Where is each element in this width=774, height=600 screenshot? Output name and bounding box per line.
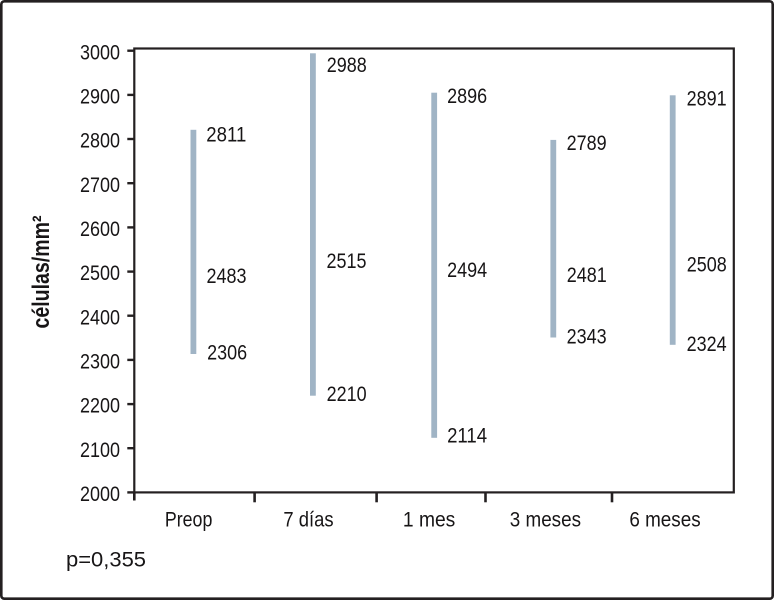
- svg-text:2300: 2300: [80, 351, 120, 374]
- svg-text:2515: 2515: [327, 250, 367, 273]
- svg-text:2400: 2400: [80, 306, 120, 329]
- svg-text:2000: 2000: [80, 483, 120, 506]
- svg-text:2210: 2210: [327, 383, 367, 406]
- svg-text:2306: 2306: [207, 342, 247, 365]
- svg-text:2324: 2324: [687, 333, 727, 356]
- svg-text:1 mes: 1 mes: [403, 508, 455, 531]
- svg-text:2100: 2100: [80, 439, 120, 462]
- svg-text:2500: 2500: [80, 262, 120, 285]
- svg-text:2508: 2508: [687, 253, 727, 276]
- svg-text:2114: 2114: [447, 425, 487, 448]
- svg-text:3 meses: 3 meses: [510, 508, 581, 531]
- svg-text:2481: 2481: [567, 264, 607, 287]
- svg-text:2200: 2200: [80, 395, 120, 418]
- svg-text:2343: 2343: [567, 326, 607, 349]
- svg-text:7 días: 7 días: [283, 508, 333, 531]
- svg-text:2900: 2900: [80, 86, 120, 109]
- svg-text:2891: 2891: [687, 87, 727, 110]
- svg-text:p=0,355: p=0,355: [66, 549, 146, 572]
- svg-text:2988: 2988: [327, 54, 367, 77]
- svg-text:3000: 3000: [80, 41, 120, 64]
- svg-text:2494: 2494: [447, 259, 487, 282]
- svg-text:Preop: Preop: [165, 508, 213, 531]
- svg-text:células/mm²: células/mm²: [28, 216, 55, 329]
- svg-text:2896: 2896: [447, 85, 487, 108]
- svg-text:2483: 2483: [207, 265, 247, 288]
- svg-text:2700: 2700: [80, 174, 120, 197]
- svg-text:2600: 2600: [80, 218, 120, 241]
- svg-text:6 meses: 6 meses: [629, 508, 700, 531]
- svg-text:2789: 2789: [567, 132, 607, 155]
- svg-text:2811: 2811: [206, 123, 246, 146]
- svg-text:2800: 2800: [80, 130, 120, 153]
